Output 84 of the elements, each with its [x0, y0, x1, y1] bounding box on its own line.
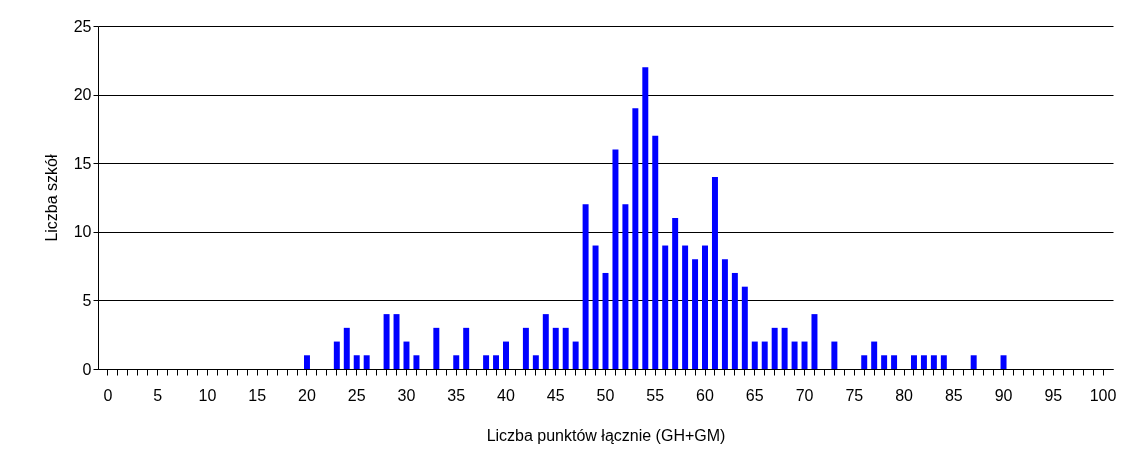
x-tick-label: 55 — [646, 386, 665, 404]
bar — [582, 204, 589, 369]
x-tick-label: 25 — [347, 386, 366, 404]
x-tick-label: 20 — [298, 386, 316, 404]
bar — [393, 314, 400, 369]
bar — [1000, 355, 1007, 369]
bar — [652, 135, 659, 369]
bar — [751, 341, 758, 369]
bar — [642, 67, 649, 369]
x-tick-label: 5 — [153, 386, 163, 404]
bar — [303, 355, 310, 369]
bar — [662, 245, 669, 369]
bar — [721, 259, 728, 369]
y-tick-label: 10 — [73, 223, 92, 241]
x-tick-label: 70 — [795, 386, 814, 404]
x-tick-label: 95 — [1044, 386, 1063, 404]
bar — [493, 355, 500, 369]
bar — [761, 341, 768, 369]
x-tick-label: 15 — [248, 386, 267, 404]
bar — [562, 327, 569, 369]
bar — [970, 355, 977, 369]
x-tick-label: 100 — [1089, 386, 1117, 404]
bar — [741, 286, 748, 369]
bar — [801, 341, 808, 369]
bar — [831, 341, 838, 369]
x-tick-label: 75 — [845, 386, 864, 404]
bar — [572, 341, 579, 369]
bar — [891, 355, 898, 369]
bar — [463, 327, 470, 369]
bar — [413, 355, 420, 369]
bar — [403, 341, 410, 369]
x-tick-label: 40 — [497, 386, 515, 404]
x-tick-label: 0 — [103, 386, 113, 404]
x-tick-label: 45 — [546, 386, 565, 404]
bar — [871, 341, 878, 369]
bar — [861, 355, 868, 369]
bar — [612, 149, 619, 369]
bar — [881, 355, 888, 369]
x-tick-label: 35 — [447, 386, 466, 404]
x-tick-label: 90 — [994, 386, 1013, 404]
bar — [503, 341, 509, 369]
bar — [781, 327, 788, 369]
y-axis-title: Liczba szkół — [42, 153, 60, 242]
bar — [771, 327, 778, 369]
bar — [532, 355, 539, 369]
y-tick-label: 0 — [82, 360, 92, 378]
bar — [522, 327, 529, 369]
bar — [453, 355, 460, 369]
bar — [632, 108, 639, 369]
bar — [483, 355, 490, 369]
bar — [911, 355, 917, 369]
bar — [811, 314, 818, 369]
x-tick-label: 10 — [198, 386, 217, 404]
x-tick-label: 65 — [745, 386, 764, 404]
bar — [682, 245, 689, 369]
bar — [383, 314, 390, 369]
bar — [940, 355, 947, 369]
bar — [920, 355, 927, 369]
bar — [622, 204, 629, 369]
bar — [552, 327, 559, 369]
bar — [702, 245, 708, 369]
bar — [592, 245, 599, 369]
bar — [711, 176, 718, 369]
bar — [353, 355, 360, 369]
x-axis-title: Liczba punktów łącznie (GH+GM) — [486, 426, 726, 444]
x-tick-label: 60 — [696, 386, 715, 404]
bar — [343, 327, 350, 369]
y-tick-label: 25 — [73, 17, 92, 35]
bar — [672, 218, 679, 369]
y-tick-label: 5 — [82, 291, 92, 309]
bar — [791, 341, 798, 369]
y-tick-label: 20 — [73, 86, 92, 104]
x-tick-label: 50 — [596, 386, 615, 404]
x-tick-label: 30 — [397, 386, 416, 404]
bar — [433, 327, 440, 369]
bar — [692, 259, 699, 369]
x-tick-label: 80 — [895, 386, 914, 404]
bar — [363, 355, 370, 369]
bar — [333, 341, 340, 369]
x-tick-label: 85 — [944, 386, 963, 404]
y-tick-label: 15 — [73, 154, 92, 172]
bar — [542, 314, 549, 369]
bar — [731, 272, 738, 369]
bar — [930, 355, 937, 369]
